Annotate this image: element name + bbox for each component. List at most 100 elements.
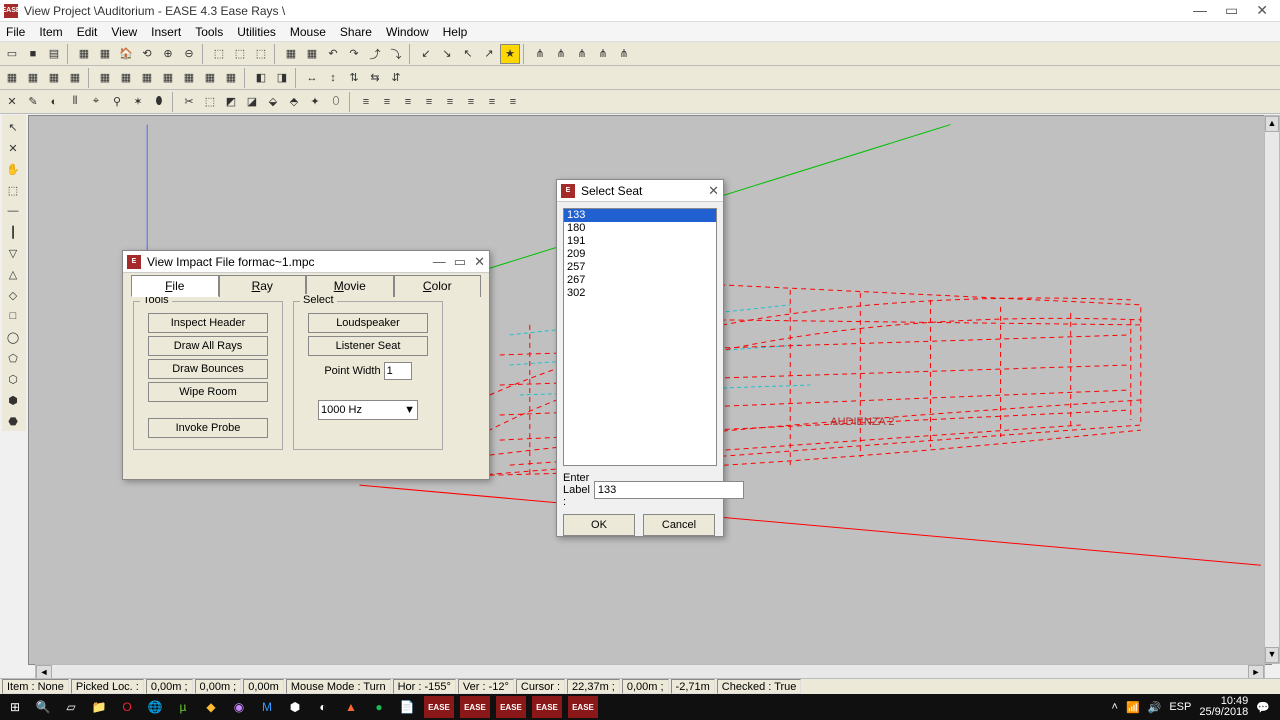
vtoolbar-button[interactable]: ✋ bbox=[2, 159, 24, 179]
toolbar-button[interactable]: ≡ bbox=[440, 92, 460, 112]
menu-edit[interactable]: Edit bbox=[77, 25, 98, 39]
toolbar-button[interactable]: ◩ bbox=[221, 92, 241, 112]
toolbar-button[interactable]: ↘ bbox=[437, 44, 457, 64]
maximize-button[interactable]: ▭ bbox=[1225, 2, 1238, 19]
explorer-icon[interactable]: 📁 bbox=[88, 696, 110, 718]
menu-help[interactable]: Help bbox=[443, 25, 468, 39]
menu-insert[interactable]: Insert bbox=[151, 25, 181, 39]
ease-task-5[interactable]: EASE bbox=[568, 696, 598, 718]
draw-all-rays-button[interactable]: Draw All Rays bbox=[148, 336, 268, 356]
toolbar-button[interactable]: ↷ bbox=[344, 44, 364, 64]
tray-chevron-icon[interactable]: ˄ bbox=[1112, 701, 1118, 713]
toolbar-button[interactable]: ≡ bbox=[356, 92, 376, 112]
loudspeaker-button[interactable]: Loudspeaker bbox=[308, 313, 428, 333]
menu-tools[interactable]: Tools bbox=[195, 25, 223, 39]
vtoolbar-button[interactable]: ⬚ bbox=[2, 180, 24, 200]
toolbar-button[interactable]: ✎ bbox=[23, 92, 43, 112]
seat-item[interactable]: 180 bbox=[564, 222, 716, 235]
seat-item[interactable]: 257 bbox=[564, 261, 716, 274]
tray-lang[interactable]: ESP bbox=[1169, 701, 1191, 713]
toolbar-button[interactable]: ⋔ bbox=[572, 44, 592, 64]
toolbar-button[interactable]: ⬘ bbox=[284, 92, 304, 112]
tray-clock[interactable]: 10:4925/9/2018 bbox=[1199, 696, 1248, 718]
toolbar-button[interactable]: ⬯ bbox=[326, 92, 346, 112]
toolbar-button[interactable]: ⤵ bbox=[386, 44, 406, 64]
app-icon-5[interactable]: ▲ bbox=[340, 696, 362, 718]
toolbar-button[interactable]: ≡ bbox=[377, 92, 397, 112]
seat-item[interactable]: 191 bbox=[564, 235, 716, 248]
toolbar-button[interactable]: ⋔ bbox=[614, 44, 634, 64]
scroll-right-arrow[interactable]: ► bbox=[1248, 665, 1264, 679]
search-icon[interactable]: 🔍 bbox=[32, 696, 54, 718]
tray-volume-icon[interactable]: 🔊 bbox=[1148, 701, 1162, 714]
toolbar-button[interactable]: 🏠 bbox=[116, 44, 136, 64]
toolbar-button[interactable]: ▦ bbox=[74, 44, 94, 64]
toolbar-button[interactable]: ⇵ bbox=[386, 68, 406, 88]
ease-task-3[interactable]: EASE bbox=[496, 696, 526, 718]
impact-max-button[interactable]: ▭ bbox=[454, 254, 466, 270]
utorrent-icon[interactable]: µ bbox=[172, 696, 194, 718]
ok-button[interactable]: OK bbox=[563, 514, 635, 536]
toolbar-button[interactable]: ⌖ bbox=[86, 92, 106, 112]
menu-file[interactable]: File bbox=[6, 25, 25, 39]
vtoolbar-button[interactable]: — bbox=[2, 201, 24, 221]
tab-file[interactable]: File bbox=[131, 275, 219, 297]
toolbar-button[interactable]: ⤴ bbox=[365, 44, 385, 64]
toolbar-button[interactable]: ▦ bbox=[2, 68, 22, 88]
menu-view[interactable]: View bbox=[111, 25, 137, 39]
ease-task-1[interactable]: EASE bbox=[424, 696, 454, 718]
toolbar-button[interactable]: ★ bbox=[500, 44, 520, 64]
inspect-header-button[interactable]: Inspect Header bbox=[148, 313, 268, 333]
start-button[interactable]: ⊞ bbox=[4, 696, 26, 718]
ease-task-4[interactable]: EASE bbox=[532, 696, 562, 718]
toolbar-button[interactable]: ⋔ bbox=[530, 44, 550, 64]
toolbar-button[interactable]: ✕ bbox=[2, 92, 22, 112]
toolbar-button[interactable]: ⇅ bbox=[344, 68, 364, 88]
toolbar-button[interactable]: ■ bbox=[23, 44, 43, 64]
toolbar-button[interactable]: ≡ bbox=[503, 92, 523, 112]
task-view-icon[interactable]: ▱ bbox=[60, 696, 82, 718]
vertical-scrollbar[interactable]: ▲ ▼ bbox=[1264, 115, 1280, 664]
toolbar-button[interactable]: ▦ bbox=[44, 68, 64, 88]
tab-color[interactable]: Color bbox=[394, 275, 482, 297]
vtoolbar-button[interactable]: □ bbox=[2, 306, 24, 326]
menu-item[interactable]: Item bbox=[39, 25, 62, 39]
toolbar-button[interactable]: ◪ bbox=[242, 92, 262, 112]
toolbar-button[interactable]: ⬚ bbox=[209, 44, 229, 64]
toolbar-button[interactable]: ▦ bbox=[281, 44, 301, 64]
toolbar-button[interactable]: ▦ bbox=[95, 44, 115, 64]
toolbar-button[interactable]: ▦ bbox=[116, 68, 136, 88]
vtoolbar-button[interactable]: ◇ bbox=[2, 285, 24, 305]
vtoolbar-button[interactable]: ↖ bbox=[2, 117, 24, 137]
toolbar-button[interactable]: ≡ bbox=[461, 92, 481, 112]
vtoolbar-button[interactable]: ◯ bbox=[2, 327, 24, 347]
chrome-icon[interactable]: 🌐 bbox=[144, 696, 166, 718]
toolbar-button[interactable]: ◐ bbox=[44, 92, 64, 112]
wipe-room-button[interactable]: Wipe Room bbox=[148, 382, 268, 402]
toolbar-button[interactable]: ⟲ bbox=[137, 44, 157, 64]
toolbar-button[interactable]: ⋔ bbox=[551, 44, 571, 64]
toolbar-button[interactable]: ≡ bbox=[419, 92, 439, 112]
vtoolbar-button[interactable]: ✕ bbox=[2, 138, 24, 158]
tray-wifi-icon[interactable]: 📶 bbox=[1126, 701, 1140, 714]
seat-dialog-titlebar[interactable]: E Select Seat ✕ bbox=[557, 180, 723, 202]
tab-ray[interactable]: Ray bbox=[219, 275, 307, 297]
toolbar-button[interactable]: ▦ bbox=[302, 44, 322, 64]
close-button[interactable]: ✕ bbox=[1256, 2, 1268, 19]
menu-share[interactable]: Share bbox=[340, 25, 372, 39]
seat-close-button[interactable]: ✕ bbox=[708, 183, 719, 199]
toolbar-button[interactable]: ≡ bbox=[482, 92, 502, 112]
scroll-left-arrow[interactable]: ◄ bbox=[36, 665, 52, 679]
toolbar-button[interactable]: ⇆ bbox=[365, 68, 385, 88]
toolbar-button[interactable]: ⚲ bbox=[107, 92, 127, 112]
toolbar-button[interactable]: ↶ bbox=[323, 44, 343, 64]
draw-bounces-button[interactable]: Draw Bounces bbox=[148, 359, 268, 379]
seat-item[interactable]: 133 bbox=[564, 209, 716, 222]
toolbar-button[interactable]: ✂ bbox=[179, 92, 199, 112]
vtoolbar-button[interactable]: ⬠ bbox=[2, 348, 24, 368]
vtoolbar-button[interactable]: ⬡ bbox=[2, 369, 24, 389]
toolbar-button[interactable]: ⊖ bbox=[179, 44, 199, 64]
seat-listbox[interactable]: 133180191209257267302 bbox=[563, 208, 717, 466]
toolbar-button[interactable]: ▦ bbox=[200, 68, 220, 88]
ease-task-2[interactable]: EASE bbox=[460, 696, 490, 718]
